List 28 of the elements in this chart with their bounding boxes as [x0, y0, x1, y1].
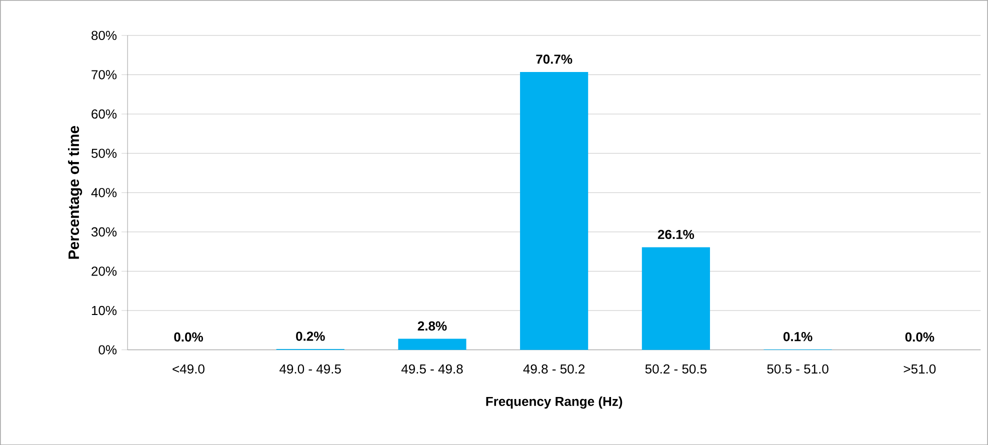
x-tick-label: <49.0	[172, 364, 204, 374]
y-tick-label: 10%	[92, 306, 117, 315]
y-tick-label: 0%	[98, 345, 117, 354]
y-axis-title: Percentage of time	[68, 126, 82, 259]
y-tick-label: 30%	[91, 227, 117, 236]
data-label: 0.0%	[905, 332, 934, 342]
data-label: 2.8%	[418, 321, 447, 330]
x-tick-label: 49.8 - 50.2	[523, 364, 585, 374]
y-tick-label: 40%	[91, 188, 117, 198]
bar	[520, 72, 588, 350]
x-tick-label: 49.5 - 49.8	[401, 364, 463, 374]
y-tick-label: 60%	[92, 109, 117, 118]
x-tick-label: 50.5 - 51.0	[767, 364, 828, 374]
y-tick-label: 70%	[92, 70, 117, 80]
x-tick-label: 50.2 - 50.5	[645, 364, 706, 374]
y-tick-label: 20%	[92, 266, 117, 276]
data-label: 0.2%	[296, 331, 325, 341]
x-axis-title: Frequency Range (Hz)	[486, 396, 622, 408]
bar	[398, 338, 466, 350]
data-label: 70.7%	[536, 54, 572, 64]
bar	[642, 247, 710, 350]
data-label: 26.1%	[658, 230, 694, 239]
data-label: 0.0%	[174, 332, 203, 342]
x-tick-label: 49.0 - 49.5	[280, 364, 341, 374]
y-tick-label: 80%	[92, 30, 117, 40]
data-label: 0.1%	[783, 332, 812, 342]
x-tick-label: >51.0	[904, 364, 936, 374]
y-tick-label: 50%	[91, 148, 117, 158]
